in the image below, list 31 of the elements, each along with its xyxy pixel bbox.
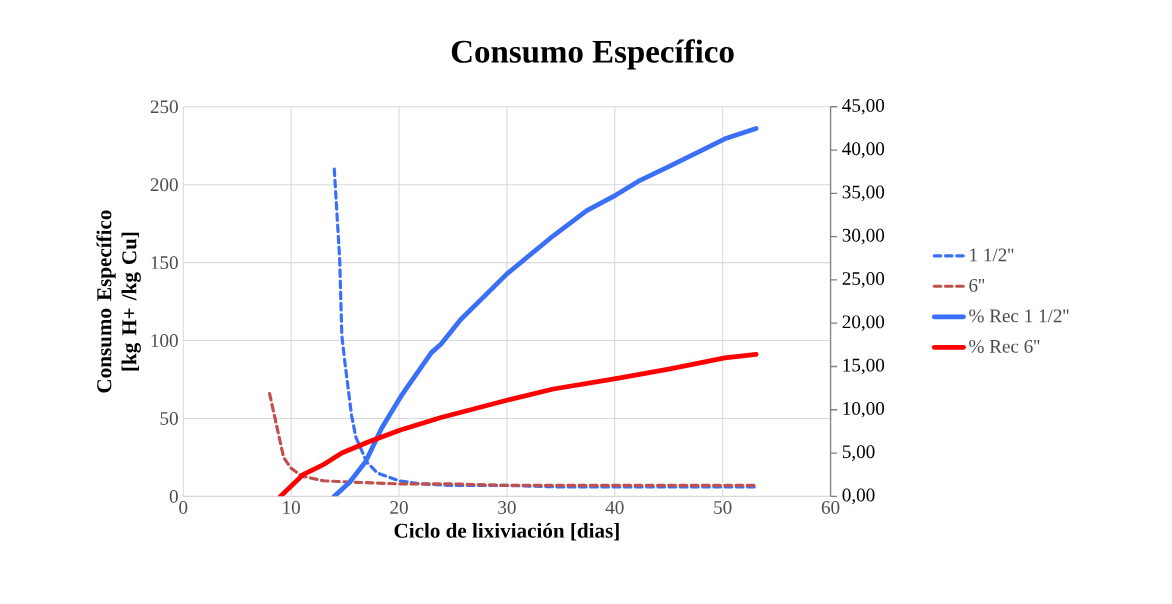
legend-label: % Rec 6'' — [969, 339, 1040, 353]
y-tick-label: 150 — [151, 256, 178, 269]
y2-tick-label: 35,00 — [842, 185, 885, 202]
x-tick-label: 30 — [498, 500, 516, 514]
y-axis-title: Consumo Específico [kg H+ /kg Cu] — [96, 210, 141, 393]
y2-tick-label: 10,00 — [843, 401, 885, 418]
y-tick-label: 200 — [150, 178, 178, 192]
y-tick-label: 0 — [169, 489, 178, 503]
y-tick-label: 50 — [160, 411, 178, 425]
y-tick-label: 250 — [150, 100, 178, 114]
x-tick-label: 60 — [821, 500, 840, 514]
legend-label: 6'' — [969, 278, 985, 292]
x-axis-title: Ciclo de lixiviación [dias] — [394, 522, 619, 541]
legend-label: 1 1/2'' — [970, 248, 1014, 262]
y2-tick-label: 25,00 — [842, 272, 885, 288]
x-tick-label: 50 — [714, 500, 732, 514]
x-tick-label: 40 — [605, 500, 624, 514]
y2-tick-label: 40,00 — [842, 142, 885, 158]
legend-label: % Rec 1 1/2'' — [969, 309, 1069, 323]
y2-tick-label: 20,00 — [842, 315, 885, 331]
x-tick-label: 20 — [390, 500, 408, 514]
y2-tick-label: 45,00 — [842, 98, 885, 115]
y2-tick-label: 5,00 — [842, 445, 875, 461]
chart-title: Consumo Específico — [451, 39, 734, 70]
x-tick-label: 10 — [283, 500, 300, 514]
y2-tick-label: 15,00 — [843, 358, 885, 375]
y-tick-label: 100 — [151, 334, 178, 347]
x-tick-label: 0 — [179, 500, 188, 514]
y2-tick-label: 30,00 — [842, 228, 885, 245]
y2-tick-label: 0,00 — [842, 488, 875, 505]
line-series — [277, 351, 759, 497]
